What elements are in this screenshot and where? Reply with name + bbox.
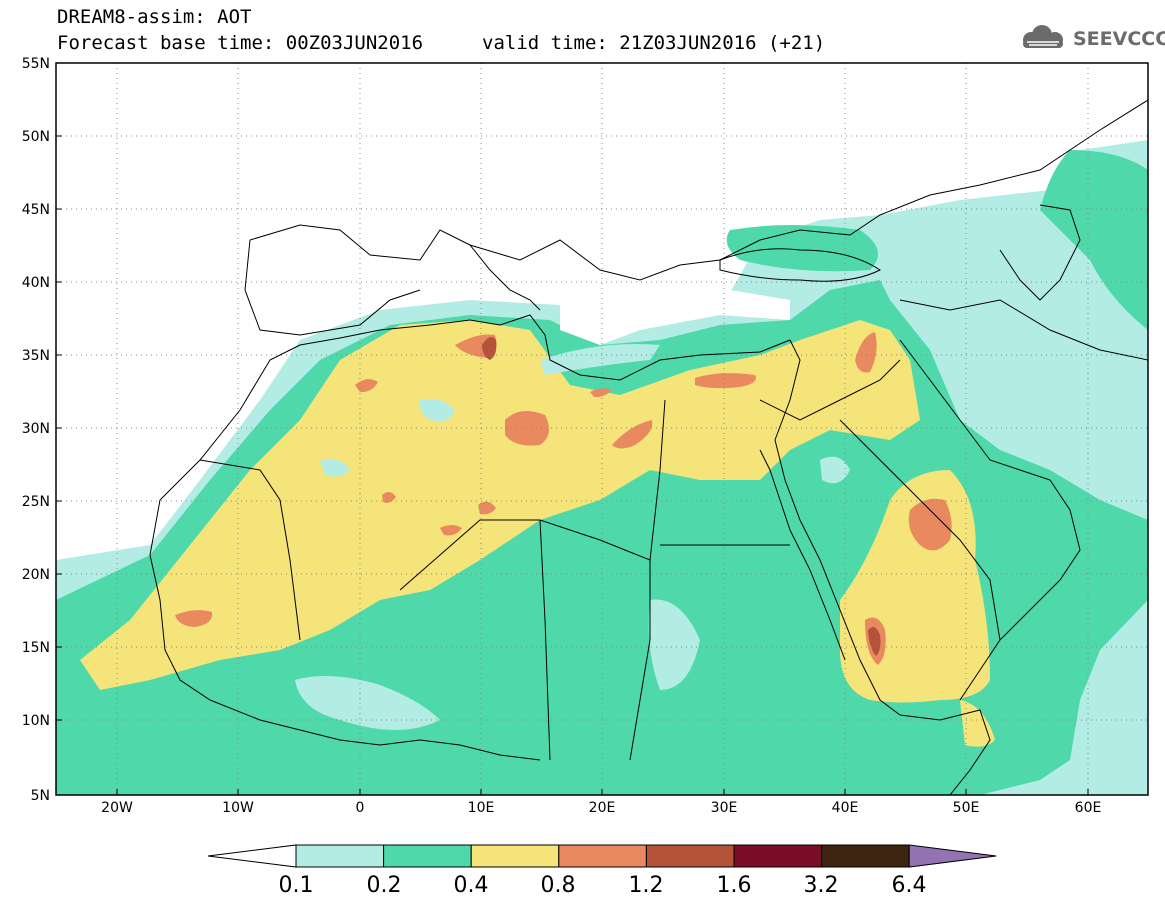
legend-swatch bbox=[558, 844, 647, 868]
forecast-base-time: Forecast base time: 00Z03JUN2016 bbox=[57, 32, 424, 54]
legend-label: 0.1 bbox=[279, 873, 314, 898]
lat-label: 5N bbox=[31, 788, 50, 804]
aot-region-brown bbox=[482, 336, 497, 360]
lon-label: 20E bbox=[589, 800, 616, 816]
map-grid bbox=[56, 63, 1148, 795]
lon-label: 20W bbox=[101, 800, 133, 816]
lon-label: 40E bbox=[832, 800, 859, 816]
lat-label: 15N bbox=[22, 640, 50, 656]
longitude-labels: 20W 10W 0 10E 20E 30E 40E 50E 60E bbox=[101, 800, 1101, 816]
lon-label: 60E bbox=[1075, 800, 1102, 816]
lat-label: 20N bbox=[22, 567, 50, 583]
color-legend bbox=[207, 844, 997, 868]
lat-label: 25N bbox=[22, 494, 50, 510]
legend-label: 1.2 bbox=[629, 873, 664, 898]
valid-time: valid time: 21Z03JUN2016 (+21) bbox=[482, 32, 826, 54]
legend-swatch bbox=[645, 844, 735, 868]
lon-label: 10W bbox=[222, 800, 254, 816]
lat-label: 10N bbox=[22, 713, 50, 729]
legend-label: 0.4 bbox=[454, 873, 489, 898]
legend-swatch bbox=[470, 844, 560, 868]
lon-label: 10E bbox=[468, 800, 495, 816]
legend-arrow-high bbox=[908, 844, 997, 868]
lat-label: 30N bbox=[22, 421, 50, 437]
axis-ticks bbox=[56, 62, 1089, 795]
lat-label: 40N bbox=[22, 275, 50, 291]
lat-label: 55N bbox=[22, 56, 50, 72]
legend-label: 1.6 bbox=[717, 873, 752, 898]
legend-label: 3.2 bbox=[804, 873, 839, 898]
legend-label: 0.2 bbox=[367, 873, 402, 898]
legend-swatch bbox=[383, 844, 472, 868]
logo-text: SEEVCCC bbox=[1073, 28, 1165, 50]
lat-label: 45N bbox=[22, 202, 50, 218]
legend-arrow-low bbox=[207, 844, 297, 868]
legend-swatch bbox=[733, 844, 823, 868]
legend-labels: 0.1 0.2 0.4 0.8 1.2 1.6 3.2 6.4 bbox=[279, 873, 927, 898]
lon-label: 30E bbox=[711, 800, 738, 816]
coastlines bbox=[149, 99, 1148, 795]
aot-field bbox=[56, 63, 1148, 795]
lon-label: 50E bbox=[953, 800, 980, 816]
lat-label: 35N bbox=[22, 348, 50, 364]
legend-swatch bbox=[295, 844, 385, 868]
latitude-labels: 55N 50N 45N 40N 35N 30N 25N 20N 15N 10N … bbox=[22, 56, 50, 804]
legend-swatch bbox=[821, 844, 910, 868]
lon-label: 0 bbox=[356, 800, 365, 816]
legend-label: 0.8 bbox=[541, 873, 576, 898]
legend-label: 6.4 bbox=[892, 873, 927, 898]
cloud-icon bbox=[1023, 25, 1063, 48]
map-title: DREAM8-assim: AOT bbox=[57, 6, 252, 28]
lat-label: 50N bbox=[22, 129, 50, 145]
aot-region-yellow bbox=[80, 320, 920, 690]
